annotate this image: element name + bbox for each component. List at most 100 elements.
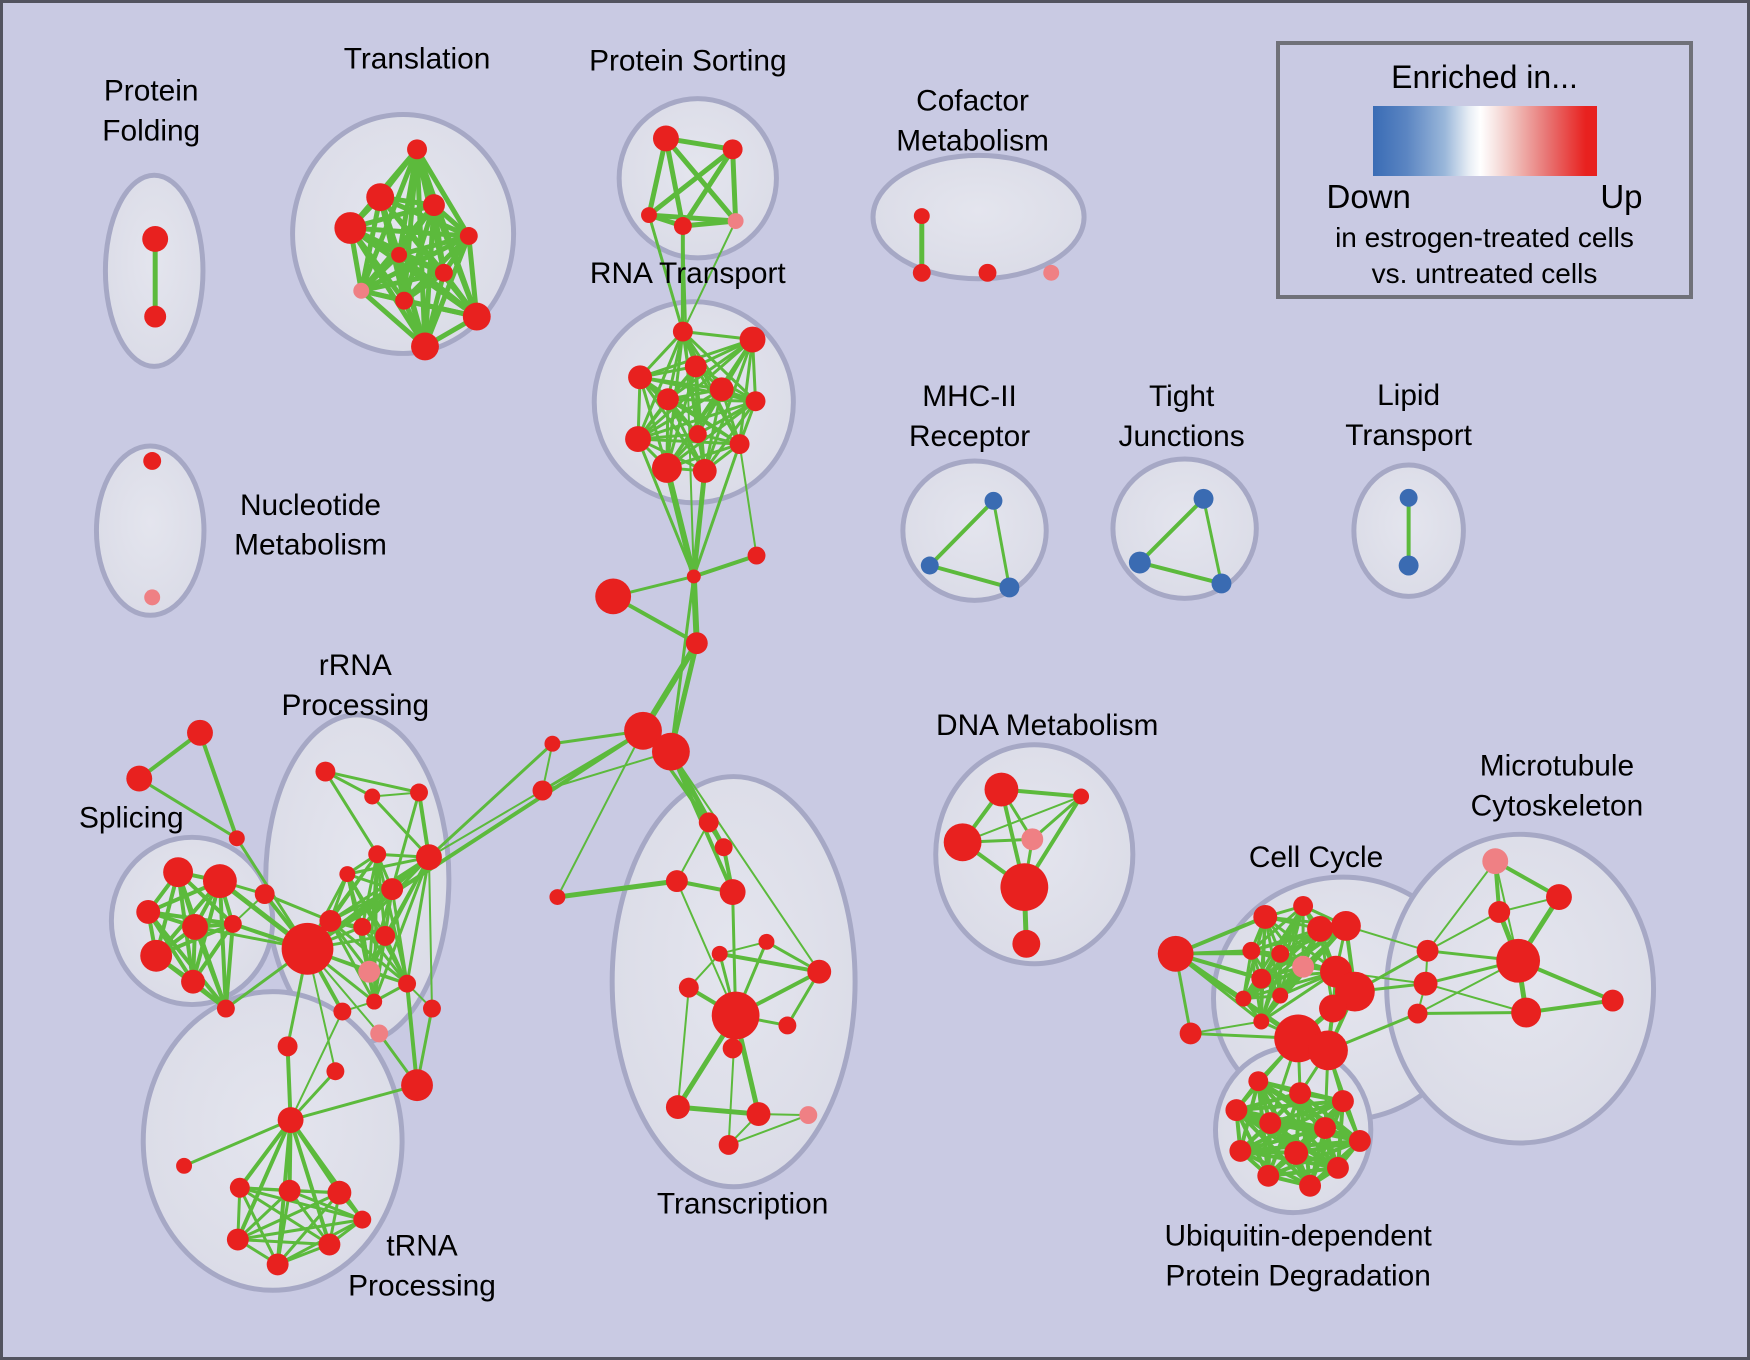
geneset-node-RT4 [628,365,652,390]
edge [675,1104,762,1117]
edge [675,880,737,1017]
geneset-node-B7 [1399,488,1418,507]
geneset-node-CC15b [1308,1030,1348,1071]
edge [636,399,758,441]
edge [638,375,758,403]
geneset-node-TN3 [278,1179,301,1202]
geneset-node-DM4 [1021,828,1044,851]
geneset-node-RT11 [651,453,682,483]
geneset-node-M3 [685,632,708,655]
geneset-node-C3 [978,263,997,282]
cluster-label-microtubule-cytoskeleton: Microtubule Cytoskeleton [1471,750,1644,823]
geneset-node-P1 [358,960,381,983]
edge [1238,1126,1327,1153]
edge [692,442,742,578]
edge [663,464,697,580]
network-canvas: Protein Folding Translation Protein Sorting… [79,43,1657,1302]
cluster-label-splicing: Splicing [79,801,184,834]
geneset-node-RT7 [656,388,679,411]
geneset-node-T2 [366,183,395,212]
geneset-node-R10 [353,917,372,936]
legend-title: Enriched in... [1391,59,1578,95]
edge [556,729,645,899]
geneset-node-MT3 [1488,901,1511,923]
geneset-node-UB5 [1259,1112,1282,1134]
geneset-node-R8 [254,884,275,905]
geneset-node-PF2 [144,305,167,328]
edge [1241,970,1338,1001]
geneset-node-R11 [375,925,396,946]
cluster-label-trna-processing: tRNA Processing [348,1229,496,1302]
geneset-node-MT5 [1511,997,1542,1028]
geneset-node-CC2 [1293,896,1314,916]
edge [276,1189,292,1266]
geneset-node-TC7 [807,959,832,984]
edge [646,135,669,218]
geneset-node-CC14 [1319,994,1347,1023]
geneset-node-DM1 [984,772,1019,807]
geneset-node-UB3 [1331,1090,1354,1113]
geneset-node-X2 [1413,971,1438,996]
nodes-layer [126,125,1624,1276]
edge [328,919,409,986]
edge [1202,497,1223,585]
geneset-node-TN8 [353,1210,372,1229]
edge [666,397,758,403]
geneset-node-DM2 [1073,788,1090,805]
edge [927,498,996,568]
edge [665,399,758,470]
geneset-node-SP2 [202,864,237,899]
geneset-node-M9 [549,889,566,906]
geneset-node-R14 [366,993,383,1010]
geneset-node-R4 [368,845,387,864]
edge [182,1118,293,1168]
edge [237,1118,293,1190]
cluster-label-protein-folding: Protein Folding [102,74,200,147]
edge [414,146,472,239]
edge [358,252,402,294]
geneset-node-B5 [1128,551,1151,574]
geneset-node-R1 [315,761,336,782]
edge [236,1189,292,1242]
edge [646,146,736,218]
cluster-ellipse-cofactor-metabolism [870,152,1087,282]
edge [345,855,431,876]
geneset-node-CC10 [1272,987,1289,1004]
geneset-node-T10 [462,302,491,331]
edge [1241,965,1305,1001]
geneset-node-TC3 [665,870,688,893]
edge [681,220,737,333]
geneset-node-PS3 [641,207,657,224]
edge [666,338,755,401]
cluster-label-dna-metabolism: DNA Metabolism [936,709,1158,742]
edge [991,499,1011,589]
geneset-node-R5 [381,878,404,901]
geneset-node-T5 [459,227,478,245]
edge [961,795,1083,844]
geneset-node-R13 [333,1002,352,1021]
geneset-node-C4 [1043,264,1060,281]
geneset-node-B8 [1398,555,1419,576]
cluster-label-mhc-ii-receptor: MHC-II Receptor [909,380,1030,453]
geneset-node-UB11 [1257,1164,1280,1187]
edge [289,1083,419,1122]
geneset-node-CC8 [1251,968,1272,989]
geneset-node-TN6 [318,1233,341,1256]
edge [676,986,690,1109]
geneset-node-M5 [624,711,662,750]
edge [263,892,332,923]
geneset-node-B4 [1193,488,1214,509]
edge [1137,560,1224,586]
geneset-node-R2 [410,783,428,802]
geneset-node-R3 [364,788,381,805]
cluster-ellipse-nucleotide-metabolism [93,443,207,618]
geneset-node-CCS [1179,1022,1202,1045]
geneset-node-M8 [532,780,553,801]
edge [197,730,239,841]
edge [358,270,447,294]
edge [431,202,480,320]
legend-box: Enriched in... Down Up in estrogen-treat… [1276,41,1693,299]
geneset-node-TC8 [678,977,699,998]
legend-caption-line2: vs. untreated cells [1371,258,1598,289]
edge [638,375,707,473]
